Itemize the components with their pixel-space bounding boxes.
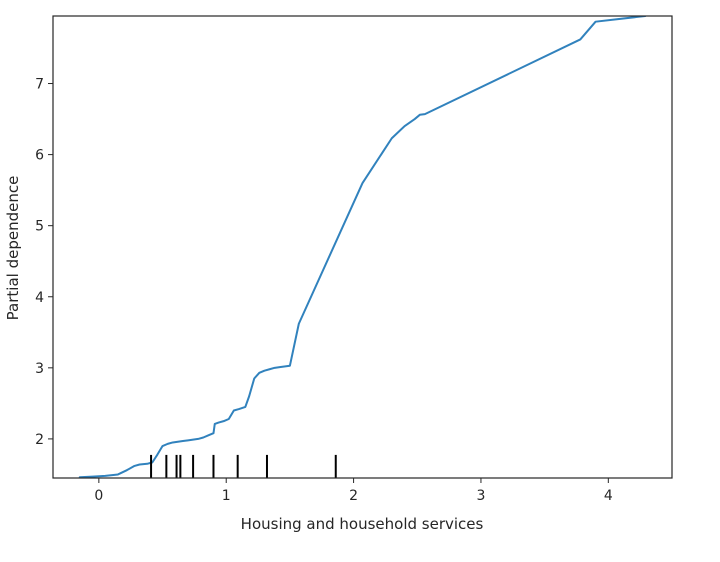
pd-line-series-0 xyxy=(78,16,647,478)
y-tick-label: 5 xyxy=(35,219,44,235)
y-tick-label: 2 xyxy=(35,432,44,448)
x-axis-ticks: 0 1 2 3 4 xyxy=(94,478,613,504)
x-tick-label: 3 xyxy=(476,488,485,504)
plot-layer xyxy=(78,16,647,478)
x-tick-label: 4 xyxy=(604,488,613,504)
x-tick-label: 0 xyxy=(94,488,103,504)
y-axis-ticks: 2 3 4 5 6 7 xyxy=(35,77,53,448)
x-tick-label: 1 xyxy=(222,488,231,504)
y-tick-label: 4 xyxy=(35,290,44,306)
plot-frame xyxy=(52,15,673,479)
x-axis-label: Housing and household services xyxy=(241,515,484,533)
y-tick-label: 6 xyxy=(35,148,44,164)
y-axis-label: Partial dependence xyxy=(4,176,22,321)
y-tick-label: 7 xyxy=(35,77,44,93)
y-tick-label: 3 xyxy=(35,361,44,377)
x-tick-label: 2 xyxy=(349,488,358,504)
